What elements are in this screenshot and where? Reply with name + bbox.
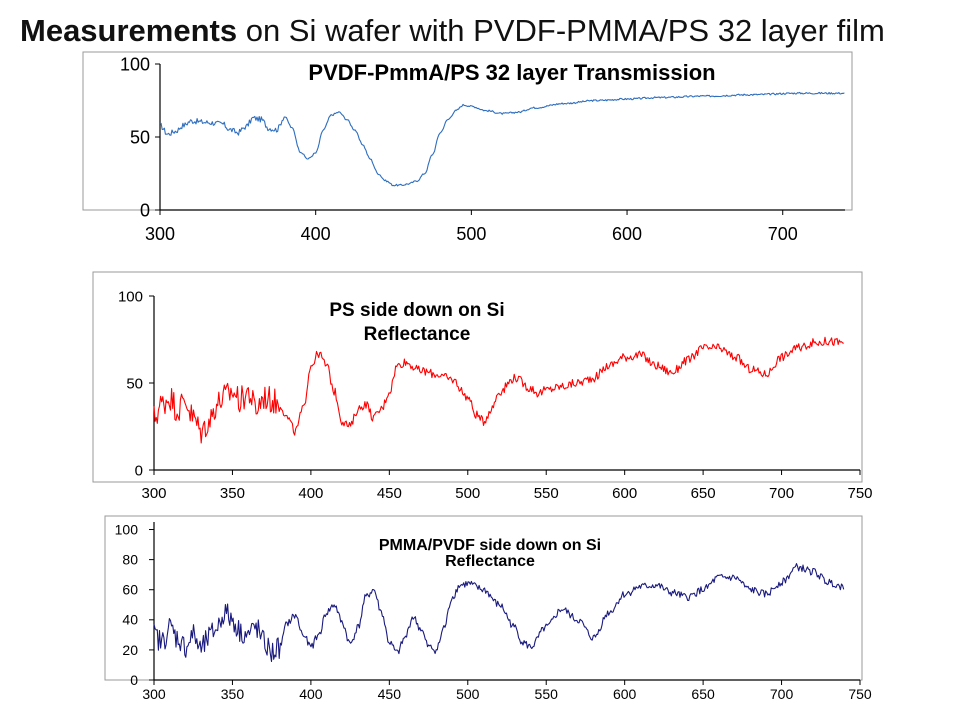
y-tick-label: 20 bbox=[122, 642, 138, 658]
x-tick-label: 750 bbox=[847, 485, 872, 502]
y-tick-label: 40 bbox=[122, 612, 138, 628]
y-tick-label: 80 bbox=[122, 552, 138, 568]
chart-frame bbox=[92, 271, 863, 483]
y-tick-label: 50 bbox=[130, 127, 150, 147]
x-tick-label: 400 bbox=[299, 686, 323, 702]
x-tick-label: 700 bbox=[768, 224, 798, 244]
x-tick-label: 400 bbox=[298, 485, 323, 502]
y-tick-label: 0 bbox=[130, 672, 138, 688]
y-tick-label: 100 bbox=[120, 54, 150, 74]
chart-title-line: PS side down on Si bbox=[329, 300, 504, 321]
x-tick-label: 350 bbox=[221, 686, 245, 702]
x-tick-label: 600 bbox=[612, 224, 642, 244]
x-tick-label: 450 bbox=[378, 686, 402, 702]
y-tick-label: 0 bbox=[135, 462, 143, 479]
y-tick-label: 50 bbox=[126, 375, 143, 392]
x-tick-label: 700 bbox=[769, 485, 794, 502]
x-tick-label: 300 bbox=[142, 686, 166, 702]
x-tick-label: 450 bbox=[377, 485, 402, 502]
series-line bbox=[159, 91, 845, 187]
x-tick-label: 600 bbox=[613, 686, 637, 702]
x-tick-label: 500 bbox=[456, 686, 480, 702]
transmission-chart: 0 50 100 300 400 500 600 700 PVDF-PmmA/PS 32 lay… bbox=[82, 51, 853, 244]
x-tick-label: 600 bbox=[612, 485, 637, 502]
x-tick-label: 650 bbox=[691, 485, 716, 502]
chart-title-line: Reflectance bbox=[364, 324, 471, 345]
chart-title-line: PMMA/PVDF side down on Si bbox=[379, 537, 601, 554]
x-tick-label: 500 bbox=[455, 485, 480, 502]
x-tick-label: 400 bbox=[301, 224, 331, 244]
x-tick-label: 300 bbox=[145, 224, 175, 244]
x-tick-label: 300 bbox=[141, 485, 166, 502]
pmma-pvdf-side-reflectance-chart: 0 20 40 60 80 100 300 350 400 450 500 550 600 650 700 7… bbox=[104, 515, 872, 702]
x-tick-label: 650 bbox=[691, 686, 715, 702]
ps-side-reflectance-chart: 0 50 100 300 350 400 450 500 550 600 650 700 750 PS s… bbox=[92, 271, 873, 502]
series-line bbox=[153, 336, 844, 444]
y-tick-label: 0 bbox=[140, 200, 150, 220]
series-line bbox=[153, 563, 845, 663]
x-tick-label: 550 bbox=[535, 686, 559, 702]
chart-title-line: Reflectance bbox=[445, 553, 535, 570]
x-tick-label: 350 bbox=[220, 485, 245, 502]
x-tick-label: 750 bbox=[848, 686, 872, 702]
y-tick-label: 60 bbox=[122, 582, 138, 598]
x-tick-label: 500 bbox=[456, 224, 486, 244]
x-tick-label: 550 bbox=[534, 485, 559, 502]
x-tick-label: 700 bbox=[770, 686, 794, 702]
slide-title-rest: on Si wafer with PVDF-PMMA/PS 32 layer f… bbox=[237, 13, 885, 48]
slide-title: Measurements on Si wafer with PVDF-PMMA/… bbox=[20, 6, 955, 56]
y-tick-label: 100 bbox=[115, 521, 139, 537]
y-tick-label: 100 bbox=[118, 288, 143, 305]
chart-title-line: PVDF-PmmA/PS 32 layer Transmission bbox=[308, 60, 715, 85]
slide-title-bold: Measurements bbox=[20, 13, 238, 48]
